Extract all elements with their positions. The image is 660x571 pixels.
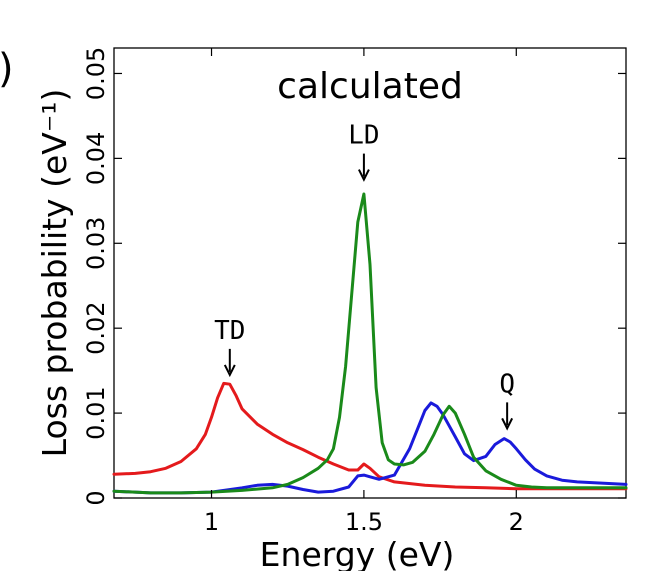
- x-tick-label: 1.5: [345, 508, 383, 536]
- series-line-0: [112, 381, 628, 491]
- series-line-1: [112, 401, 628, 495]
- series-line-2: [112, 192, 628, 495]
- panel-label: ): [0, 46, 14, 92]
- y-tick-label: 0: [82, 490, 110, 505]
- y-tick-label: 0.05: [82, 47, 110, 100]
- annotation-arrow-head: [501, 417, 514, 431]
- annotation-arrow-head: [358, 169, 370, 182]
- y-tick-label: 0.02: [82, 301, 110, 354]
- tick-layer: 1 1.5 2 0 0.01 0.02 0.03 0.04 0.05: [82, 47, 626, 536]
- annotation-label: LD: [348, 121, 379, 151]
- annotation-arrow-head: [223, 364, 236, 378]
- y-tick-label: 0.04: [82, 132, 110, 185]
- x-tick-label: 2: [509, 508, 524, 536]
- y-tick-label: 0.01: [82, 386, 110, 439]
- chart-title: calculated: [277, 66, 463, 107]
- y-axis-title: Loss probability (eV⁻¹): [35, 89, 74, 458]
- x-tick-label: 1: [204, 508, 219, 536]
- annotation-label: Q: [499, 369, 515, 399]
- series-layer: [112, 192, 628, 495]
- y-tick-label: 0.03: [82, 217, 110, 270]
- annotation-layer: TD LD Q: [214, 121, 515, 431]
- annotation-label: TD: [214, 316, 245, 346]
- plot-frame: [113, 47, 627, 499]
- x-axis-title: Energy (eV): [260, 535, 455, 571]
